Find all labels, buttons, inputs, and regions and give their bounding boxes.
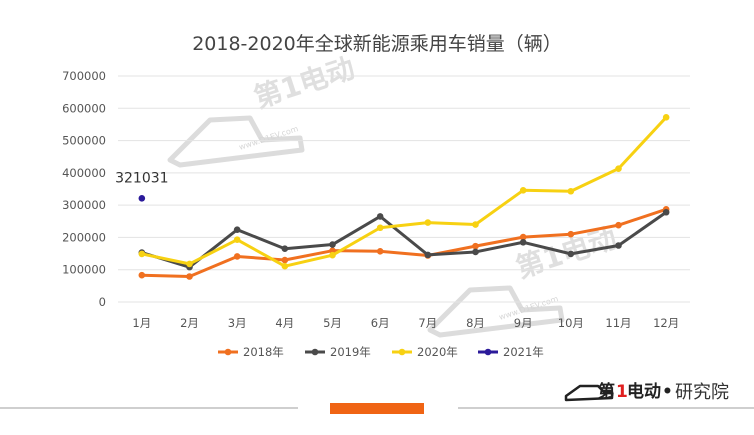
data-point xyxy=(281,262,289,270)
data-point xyxy=(376,224,384,232)
y-tick-label: 700000 xyxy=(62,69,106,83)
y-tick-label: 600000 xyxy=(62,101,106,115)
data-point xyxy=(233,226,241,233)
footer-accent-bar xyxy=(330,403,424,414)
data-point xyxy=(329,241,336,248)
data-point xyxy=(329,251,336,259)
brand-part2: 1 xyxy=(616,382,628,402)
x-tick-label: 8月 xyxy=(466,316,485,330)
x-tick-label: 4月 xyxy=(275,316,294,330)
series-line-2 xyxy=(141,211,668,269)
data-point xyxy=(662,208,670,216)
brand-part1: 第 xyxy=(598,381,615,402)
data-point xyxy=(615,221,622,229)
data-point xyxy=(472,221,479,228)
brand-logo: 第 1 电动 • 研究院 xyxy=(564,381,729,403)
data-point xyxy=(519,233,527,241)
data-point xyxy=(615,165,622,172)
data-point xyxy=(186,273,193,280)
y-tick-label: 100000 xyxy=(62,263,106,277)
series-group xyxy=(138,114,670,280)
y-tick-label: 300000 xyxy=(62,198,106,212)
watermark-text: 第1电动 xyxy=(250,51,359,114)
brand-part4: 研究院 xyxy=(675,382,729,403)
data-point xyxy=(519,186,527,194)
x-tick-label: 6月 xyxy=(371,316,390,330)
x-tick-label: 3月 xyxy=(228,316,247,330)
data-point xyxy=(138,271,146,279)
x-tick-label: 1月 xyxy=(132,316,151,330)
data-point xyxy=(615,242,622,249)
grid xyxy=(118,75,690,303)
legend-label: 2020年 xyxy=(417,345,458,359)
legend-label: 2018年 xyxy=(243,345,284,359)
data-point xyxy=(233,253,241,260)
data-point xyxy=(329,247,336,254)
series-line-1 xyxy=(141,207,667,278)
data-point xyxy=(281,256,289,264)
data-point xyxy=(472,248,479,256)
y-axis: 0 100000 200000 300000 400000 500000 600000 700… xyxy=(62,69,106,309)
legend-marker xyxy=(224,348,232,356)
y-tick-label: 500000 xyxy=(62,134,106,148)
x-tick-label: 11月 xyxy=(605,316,631,330)
data-point xyxy=(138,250,146,258)
data-label: 321031 xyxy=(115,170,168,186)
data-point xyxy=(519,238,527,246)
x-tick-label: 9月 xyxy=(514,316,533,330)
data-point xyxy=(424,219,432,226)
legend: 2018年 2019年 2020年 2021年 xyxy=(218,345,544,359)
brand-part3: 电动 xyxy=(627,381,661,402)
brand-dot: • xyxy=(662,382,673,402)
x-tick-label: 5月 xyxy=(323,316,342,330)
data-point xyxy=(376,248,384,255)
x-tick-label: 2月 xyxy=(180,316,199,330)
data-point xyxy=(567,250,575,258)
y-tick-label: 0 xyxy=(99,295,106,309)
y-tick-label: 200000 xyxy=(62,230,106,244)
data-point xyxy=(472,242,479,250)
data-point xyxy=(233,236,241,243)
data-labels: 321031 xyxy=(115,170,168,186)
legend-marker xyxy=(311,348,319,356)
data-point xyxy=(567,187,575,195)
data-point xyxy=(186,260,193,268)
x-tick-label: 10月 xyxy=(558,316,584,330)
data-point xyxy=(376,213,384,220)
data-point xyxy=(281,245,289,253)
data-point xyxy=(424,251,432,259)
x-tick-label: 12月 xyxy=(653,316,679,330)
y-tick-label: 400000 xyxy=(62,166,106,180)
legend-marker xyxy=(484,348,492,356)
data-point xyxy=(662,114,670,121)
legend-marker xyxy=(398,348,406,356)
series-line-3 xyxy=(141,116,668,268)
x-tick-label: 7月 xyxy=(418,316,437,330)
legend-label: 2019年 xyxy=(330,345,371,359)
x-axis: 1月 2月 3月 4月 5月 6月 7月 8月 9月 10月 11月 12月 xyxy=(132,316,679,330)
car-icon xyxy=(564,384,614,402)
data-point xyxy=(138,195,146,202)
legend-label: 2021年 xyxy=(503,345,544,359)
chart-title: 2018-2020年全球新能源乘用车销量（辆） xyxy=(192,33,562,55)
data-point xyxy=(567,230,575,238)
